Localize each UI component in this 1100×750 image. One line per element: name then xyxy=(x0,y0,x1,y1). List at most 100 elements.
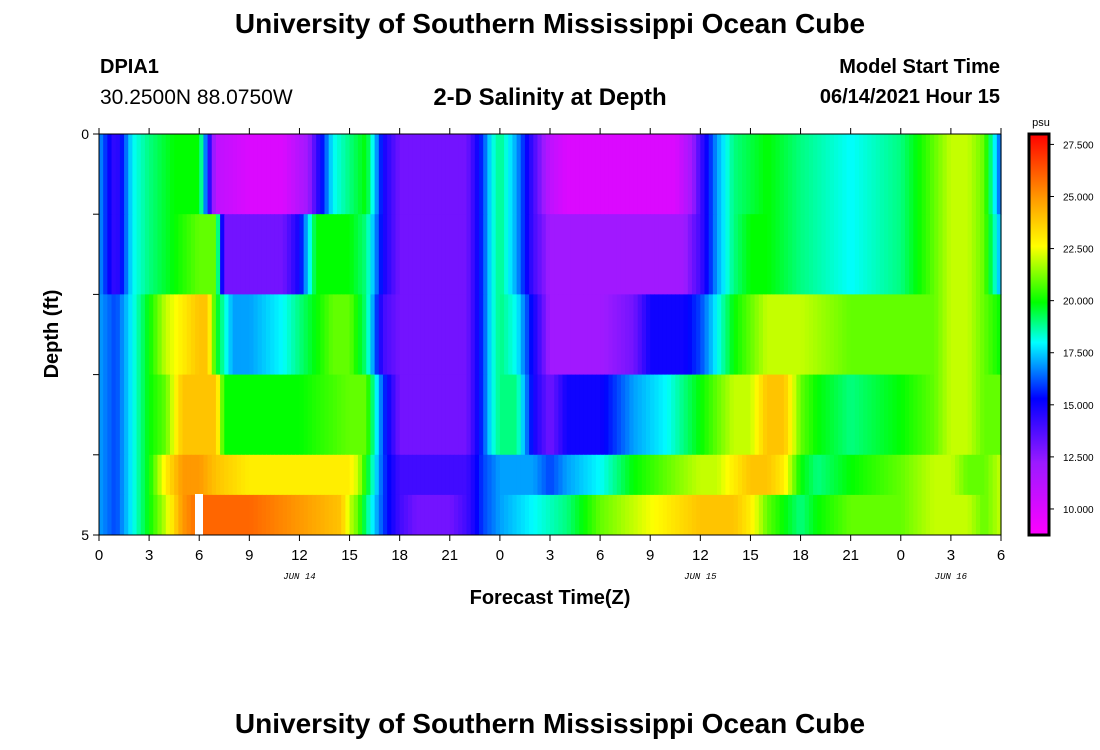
colorbar-tick-label: 25.000 xyxy=(1063,192,1094,203)
heatmap-cell xyxy=(508,454,514,496)
heatmap-cell xyxy=(984,494,990,536)
heatmap-cell xyxy=(144,494,150,536)
heatmap-cell xyxy=(190,214,196,295)
heatmap-cell xyxy=(240,134,246,215)
heatmap-cell xyxy=(717,374,722,456)
heatmap-cell xyxy=(975,494,981,536)
heatmap-cell xyxy=(524,454,530,496)
heatmap-cell xyxy=(742,494,747,536)
heatmap-cell xyxy=(474,294,480,376)
heatmap-cell xyxy=(921,214,927,295)
heatmap-cell xyxy=(253,494,259,536)
heatmap-cell xyxy=(900,134,906,215)
heatmap-cell xyxy=(595,454,601,496)
heatmap-cell xyxy=(291,214,296,295)
heatmap-cell xyxy=(591,454,597,496)
heatmap-cell xyxy=(416,214,422,295)
heatmap-cell xyxy=(838,214,843,295)
heatmap-cell xyxy=(867,454,873,496)
heatmap-cell xyxy=(228,214,234,295)
heatmap-cell xyxy=(938,214,944,295)
heatmap-cell xyxy=(316,294,321,376)
heatmap-cell xyxy=(165,134,171,215)
heatmap-cell xyxy=(445,374,451,456)
heatmap-cell xyxy=(946,134,952,215)
heatmap-cell xyxy=(382,294,388,376)
heatmap-cell xyxy=(875,214,881,295)
heatmap-cell xyxy=(270,494,275,536)
heatmap-cell xyxy=(867,494,873,536)
heatmap-cell xyxy=(107,454,113,496)
heatmap-cell xyxy=(207,134,213,215)
heatmap-cell xyxy=(545,214,551,295)
heatmap-cell xyxy=(662,294,668,376)
heatmap-cell xyxy=(558,494,564,536)
heatmap-cell xyxy=(646,454,651,496)
heatmap-cell xyxy=(232,214,238,295)
heatmap-cell xyxy=(403,374,409,456)
heatmap-cell xyxy=(512,134,518,215)
heatmap-cell xyxy=(896,454,902,496)
heatmap-cell xyxy=(324,494,330,536)
heatmap-cell xyxy=(821,374,827,456)
heatmap-cell xyxy=(988,134,994,215)
heatmap-cell xyxy=(115,294,121,376)
heatmap-cell xyxy=(470,454,476,496)
heatmap-cell xyxy=(136,494,142,536)
heatmap-cell xyxy=(332,494,338,536)
heatmap-cell xyxy=(625,374,630,456)
heatmap-cell xyxy=(587,214,593,295)
heatmap-cell xyxy=(449,134,455,215)
heatmap-cell xyxy=(746,294,752,376)
heatmap-cell xyxy=(980,494,985,536)
heatmap-cell xyxy=(286,294,292,376)
heatmap-cell xyxy=(345,494,351,536)
heatmap-cell xyxy=(328,374,334,456)
heatmap-cell xyxy=(174,494,179,536)
heatmap-cell xyxy=(980,454,985,496)
heatmap-cell xyxy=(328,294,334,376)
heatmap-cell xyxy=(808,214,814,295)
heatmap-cell xyxy=(904,294,910,376)
heatmap-cell xyxy=(387,294,392,376)
heatmap-cell xyxy=(270,134,275,215)
heatmap-cell xyxy=(687,134,693,215)
heatmap-cell xyxy=(195,134,200,215)
heatmap-cell xyxy=(533,454,539,496)
heatmap-cell xyxy=(904,134,910,215)
heatmap-cell xyxy=(153,134,159,215)
heatmap-cell xyxy=(466,134,472,215)
heatmap-cell xyxy=(829,494,835,536)
heatmap-cell xyxy=(666,214,672,295)
heatmap-cell xyxy=(913,454,919,496)
heatmap-cell xyxy=(291,134,296,215)
heatmap-cell xyxy=(433,134,438,215)
heatmap-cell xyxy=(850,454,856,496)
heatmap-cell xyxy=(570,214,576,295)
heatmap-cell xyxy=(353,374,359,456)
heatmap-cell xyxy=(921,134,927,215)
heatmap-cell xyxy=(612,494,618,536)
heatmap-cell xyxy=(491,294,497,376)
heatmap-cell xyxy=(495,494,501,536)
heatmap-cell xyxy=(550,134,555,215)
heatmap-cell xyxy=(566,454,572,496)
heatmap-cell xyxy=(215,374,221,456)
heatmap-cell xyxy=(854,214,860,295)
heatmap-cell xyxy=(366,294,372,376)
heatmap-cell xyxy=(362,454,367,496)
date-label: JUN 16 xyxy=(935,572,968,582)
heatmap-cell xyxy=(483,494,488,536)
heatmap-cell xyxy=(203,294,209,376)
heatmap-cell xyxy=(650,294,655,376)
heatmap-cell xyxy=(696,134,701,215)
heatmap-cell xyxy=(541,214,547,295)
heatmap-cell xyxy=(144,454,150,496)
heatmap-cell xyxy=(199,214,204,295)
heatmap-cell xyxy=(671,134,676,215)
heatmap-cell xyxy=(616,134,622,215)
colorbar-ticks: 10.000 12.500 15.000 17.500 20.000 22.500 25.0… xyxy=(1049,140,1094,516)
heatmap-cell xyxy=(433,214,438,295)
heatmap-cell xyxy=(671,214,676,295)
heatmap-cell xyxy=(641,494,647,536)
